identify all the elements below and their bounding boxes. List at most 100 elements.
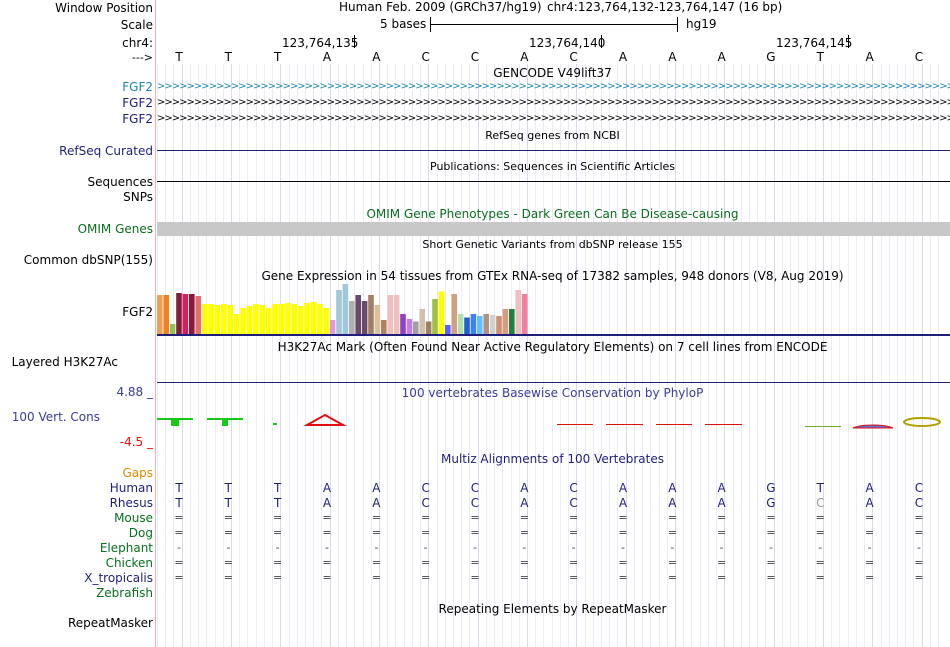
gtex-gene-label[interactable]: FGF2 <box>122 305 153 319</box>
species-label[interactable]: Elephant <box>99 541 153 555</box>
alignment-base: = <box>174 511 184 524</box>
gtex-bar[interactable] <box>297 306 304 334</box>
gtex-bar[interactable] <box>483 314 489 334</box>
gtex-bar[interactable] <box>361 301 368 334</box>
gtex-bar[interactable] <box>477 316 483 334</box>
gtex-bar[interactable] <box>393 295 400 334</box>
alignment-base: = <box>322 556 332 569</box>
gencode-transcript-3[interactable]: >>>>>>>>>>>>>>>>>>>>>>>>>>>>>>>>>>>>>>>>… <box>157 113 950 124</box>
gencode-gene-label-2[interactable]: FGF2 <box>122 96 153 110</box>
gtex-bar[interactable] <box>496 316 502 334</box>
gtex-bar[interactable] <box>470 314 477 334</box>
alignment-base: = <box>223 511 233 524</box>
snps-label[interactable]: SNPs <box>123 190 153 204</box>
gtex-bar[interactable] <box>464 317 470 335</box>
species-label[interactable]: X_tropicalis <box>84 571 153 585</box>
species-label[interactable]: Chicken <box>105 556 153 570</box>
gtex-bar[interactable] <box>329 320 336 334</box>
gtex-bar[interactable] <box>157 295 163 334</box>
gtex-bar[interactable] <box>509 309 515 334</box>
gtex-bar[interactable] <box>355 295 361 334</box>
gencode-gene-label-3[interactable]: FGF2 <box>122 112 153 126</box>
gtex-bar[interactable] <box>169 324 176 334</box>
gtex-bar[interactable] <box>182 294 189 334</box>
h3k27ac-title: H3K27Ac Mark (Often Found Near Active Re… <box>277 340 828 354</box>
omim-bar[interactable] <box>157 222 950 236</box>
gtex-bar[interactable] <box>189 294 195 334</box>
gtex-bar[interactable] <box>310 302 317 334</box>
cons-label[interactable]: 100 Vert. Cons <box>11 410 100 424</box>
species-label[interactable]: Zebrafish <box>96 586 153 600</box>
gtex-bar[interactable] <box>163 295 169 334</box>
gtex-bar[interactable] <box>489 315 496 334</box>
gencode-transcript-2[interactable]: >>>>>>>>>>>>>>>>>>>>>>>>>>>>>>>>>>>>>>>>… <box>157 97 950 108</box>
gtex-bar[interactable] <box>342 284 349 334</box>
gtex-bar[interactable] <box>413 321 419 335</box>
gtex-bar[interactable] <box>406 319 413 334</box>
alignment-base: = <box>273 571 283 584</box>
h3k27ac-label[interactable]: Layered H3K27Ac <box>11 355 118 369</box>
alignment-base: A <box>322 481 332 495</box>
gtex-bar[interactable] <box>291 304 297 334</box>
refseq-label[interactable]: RefSeq Curated <box>59 144 153 158</box>
reference-base: A <box>618 50 628 64</box>
gtex-bar[interactable] <box>304 303 310 334</box>
alignment-base: A <box>717 481 726 495</box>
gencode-transcript-1[interactable]: >>>>>>>>>>>>>>>>>>>>>>>>>>>>>>>>>>>>>>>>… <box>157 81 950 92</box>
gtex-bar[interactable] <box>259 305 265 334</box>
gtex-bar[interactable] <box>438 291 445 335</box>
reference-base: A <box>372 50 381 64</box>
alignment-base: = <box>667 511 677 524</box>
publications-line[interactable] <box>157 181 950 182</box>
sequences-label[interactable]: Sequences <box>87 175 153 189</box>
gtex-bar[interactable] <box>265 308 272 334</box>
gtex-bar[interactable] <box>387 295 393 334</box>
gtex-bar[interactable] <box>221 304 227 334</box>
gtex-bar[interactable] <box>451 294 457 334</box>
phylop-conservation-track[interactable] <box>157 410 950 434</box>
refseq-gene-line[interactable] <box>157 150 950 151</box>
gtex-bar[interactable] <box>195 296 201 334</box>
gtex-bar[interactable] <box>214 305 221 334</box>
gtex-bar[interactable] <box>201 304 208 334</box>
gtex-bar[interactable] <box>349 301 355 334</box>
gtex-bar[interactable] <box>336 290 342 334</box>
gtex-bar[interactable] <box>278 304 285 334</box>
gtex-bar[interactable] <box>374 305 381 334</box>
gtex-bar[interactable] <box>445 325 451 334</box>
gtex-bar[interactable] <box>515 290 521 334</box>
gtex-bar[interactable] <box>400 314 406 334</box>
gtex-bar[interactable] <box>419 309 425 334</box>
gtex-bar[interactable] <box>521 294 528 334</box>
species-label[interactable]: Mouse <box>114 511 153 525</box>
gtex-bar[interactable] <box>233 314 240 334</box>
dbsnp-label[interactable]: Common dbSNP(155) <box>23 253 153 267</box>
species-label[interactable]: Dog <box>128 526 153 540</box>
gtex-bar[interactable] <box>176 293 182 334</box>
repeatmasker-label[interactable]: RepeatMasker <box>67 616 153 630</box>
gtex-bar[interactable] <box>432 299 438 334</box>
gtex-bar[interactable] <box>227 305 233 334</box>
gtex-bar[interactable] <box>381 320 387 334</box>
gtex-bar-chart[interactable] <box>157 284 537 336</box>
gtex-bar[interactable] <box>502 309 509 334</box>
alignment-base: A <box>618 496 628 510</box>
gencode-gene-label-1[interactable]: FGF2 <box>122 80 153 94</box>
species-label[interactable]: Human <box>109 481 153 495</box>
gtex-bar[interactable] <box>317 304 323 334</box>
gtex-bar[interactable] <box>285 303 291 334</box>
gtex-bar[interactable] <box>272 304 278 334</box>
gtex-bar[interactable] <box>425 321 432 335</box>
species-label[interactable]: Rhesus <box>109 496 153 510</box>
gtex-bar[interactable] <box>246 306 253 334</box>
omim-label[interactable]: OMIM Genes <box>77 222 153 236</box>
gtex-bar[interactable] <box>457 314 464 334</box>
gtex-bar[interactable] <box>253 304 259 334</box>
gtex-bar[interactable] <box>208 304 214 334</box>
alignment-base: - <box>620 541 625 554</box>
gtex-bar[interactable] <box>240 308 246 334</box>
gtex-bar[interactable] <box>368 295 374 334</box>
gtex-bar[interactable] <box>323 308 329 334</box>
alignment-base: = <box>371 526 381 539</box>
alignment-base: = <box>470 571 480 584</box>
